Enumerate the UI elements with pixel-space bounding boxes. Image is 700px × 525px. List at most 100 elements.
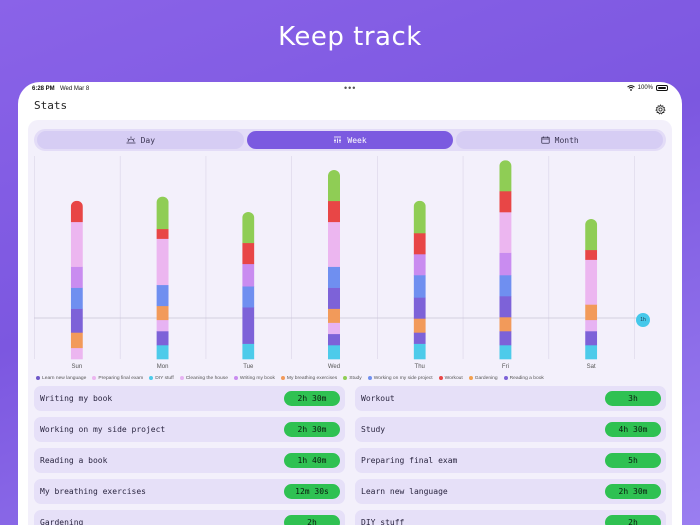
legend-item: Workout — [438, 373, 463, 383]
legend-item: My breathing exercises — [280, 373, 338, 383]
tab-day-label: Day — [140, 135, 156, 145]
bar-segment — [499, 212, 512, 253]
chart-legend: Learn new language Preparing final exam DI… — [36, 373, 666, 383]
battery-icon — [656, 85, 668, 91]
status-indicators: 100% — [626, 85, 668, 91]
legend-label: My breathing exercises — [286, 375, 338, 381]
activity-row[interactable]: Gardening 2h — [34, 510, 345, 525]
legend-label: Study — [349, 375, 362, 381]
tab-month[interactable]: Month — [456, 131, 664, 149]
bar-segment — [499, 191, 512, 213]
activity-duration-badge: 2h 30m — [284, 422, 340, 437]
bar-segment — [413, 318, 426, 333]
activity-row[interactable]: Workout 3h — [355, 386, 666, 411]
calendar-icon — [540, 136, 550, 144]
bar-tue[interactable] — [242, 212, 255, 360]
battery-percent: 100% — [637, 85, 653, 91]
bar-segment — [585, 249, 598, 260]
bar-segment — [328, 170, 340, 202]
status-date: Wed Mar 8 — [60, 86, 90, 92]
activity-duration-badge: 2h 30m — [605, 484, 661, 499]
bar-segment — [585, 345, 598, 360]
bar-segment — [413, 297, 426, 319]
activity-row[interactable]: Study 4h 30m — [355, 417, 666, 442]
activity-row[interactable]: Reading a book 1h 40m — [34, 448, 345, 473]
legend-label: Workout — [444, 375, 463, 381]
bar-segment — [242, 343, 255, 360]
activity-duration-badge: 1h 40m — [284, 453, 340, 468]
x-tick-label: Sat — [587, 364, 596, 370]
activity-row[interactable]: My breathing exercises 12m 30s — [34, 479, 345, 504]
activity-row[interactable]: Preparing final exam 5h — [355, 448, 666, 473]
bar-mon[interactable] — [156, 196, 169, 360]
x-tick-label: Mon — [157, 364, 169, 370]
legend-swatch — [36, 376, 40, 380]
activity-name: My breathing exercises — [40, 487, 146, 496]
legend-label: Writing my book — [239, 375, 275, 381]
activity-duration-badge: 2h — [605, 515, 661, 525]
bar-segment — [70, 332, 83, 349]
x-tick-label: Fri — [502, 364, 509, 370]
legend-label: Reading a book — [509, 375, 544, 381]
bar-segment — [328, 200, 340, 223]
activity-row[interactable]: Learn new language 2h 30m — [355, 479, 666, 504]
legend-swatch — [92, 376, 97, 380]
bar-segment — [328, 345, 340, 360]
tab-day[interactable]: Day — [37, 131, 244, 149]
bar-segment — [413, 343, 426, 360]
legend-swatch — [438, 376, 443, 380]
weekly-stacked-bar-chart: Sun Mon Tue Wed Thu Fri Sat — [34, 156, 666, 376]
bar-thu[interactable] — [413, 200, 426, 360]
bar-segment — [242, 307, 255, 344]
bar-segment — [156, 305, 169, 321]
bar-segment — [70, 221, 83, 267]
activity-name: Reading a book — [40, 456, 108, 465]
activity-row[interactable]: DIY stuff 2h — [355, 510, 666, 525]
bar-segment — [585, 331, 598, 346]
stats-panel: Day Week Month Sun Mon Tue Wed Thu Fri Sat 1h … — [28, 120, 672, 525]
legend-swatch — [149, 376, 154, 380]
bar-segment — [585, 219, 598, 251]
activity-row[interactable]: Working on my side project 2h 30m — [34, 417, 345, 442]
status-bar: 6:28 PM Wed Mar 8 ••• 100% — [18, 82, 682, 98]
bar-segment — [242, 212, 255, 244]
wifi-icon — [626, 85, 635, 91]
multitasking-dots-icon[interactable]: ••• — [344, 83, 357, 93]
bar-fri[interactable] — [499, 160, 512, 360]
ipad-screen: 6:28 PM Wed Mar 8 ••• 100% Stats — [18, 82, 682, 525]
bar-segment — [70, 347, 83, 360]
activity-name: Study — [361, 425, 386, 434]
legend-swatch — [280, 376, 285, 380]
settings-gear-icon[interactable] — [655, 100, 666, 115]
legend-item: Preparing final exam — [92, 373, 143, 383]
activity-name: Writing my book — [40, 394, 113, 403]
navigation-bar: Stats — [18, 96, 682, 118]
activity-name: Preparing final exam — [361, 456, 458, 465]
bar-segment — [585, 259, 598, 305]
chart-canvas: Sun Mon Tue Wed Thu Fri Sat — [34, 156, 644, 370]
sunrise-icon — [126, 136, 136, 144]
activity-duration-badge: 3h — [605, 391, 661, 406]
bar-segment — [413, 233, 426, 255]
bar-segment — [70, 266, 83, 288]
activity-duration-badge: 5h — [605, 453, 661, 468]
legend-item: Reading a book — [503, 373, 544, 383]
bar-wed[interactable] — [328, 170, 340, 360]
legend-item: DIY stuff — [149, 373, 174, 383]
bar-segment — [499, 296, 512, 318]
activity-name: Learn new language — [361, 487, 448, 496]
week-icon — [334, 136, 342, 143]
bar-segment — [156, 228, 169, 239]
bar-segment — [499, 331, 512, 346]
bar-segment — [585, 319, 598, 332]
bar-segment — [70, 287, 83, 309]
bar-segment — [499, 275, 512, 297]
legend-swatch — [468, 376, 473, 380]
bar-sun[interactable] — [70, 200, 83, 360]
x-tick-label: Wed — [328, 364, 340, 370]
legend-swatch — [367, 376, 372, 380]
bar-sat[interactable] — [585, 219, 598, 360]
legend-item: Working on my side project — [367, 373, 433, 383]
activity-row[interactable]: Writing my book 2h 30m — [34, 386, 345, 411]
tab-week[interactable]: Week — [246, 131, 454, 149]
